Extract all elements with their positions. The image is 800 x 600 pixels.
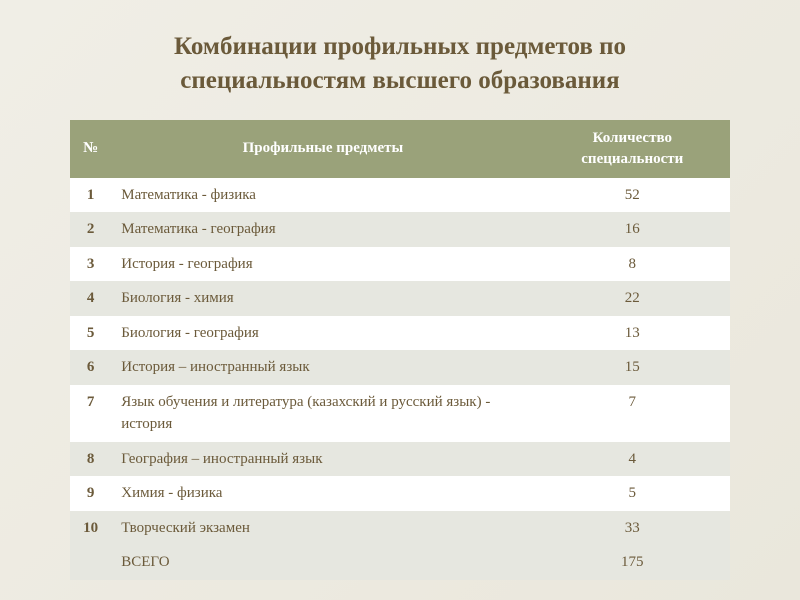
header-quantity: Количество специальности bbox=[535, 120, 730, 178]
cell-qty: 16 bbox=[535, 212, 730, 247]
cell-subject: Язык обучения и литература (казахский и … bbox=[111, 385, 534, 442]
table-header: № Профильные предметы Количество специал… bbox=[70, 120, 730, 178]
table-row: 4 Биология - химия 22 bbox=[70, 281, 730, 316]
cell-subject: История - география bbox=[111, 247, 534, 282]
table-row: 9 Химия - физика 5 bbox=[70, 476, 730, 511]
table-row: 1 Математика - физика 52 bbox=[70, 178, 730, 213]
cell-subject: Биология - география bbox=[111, 316, 534, 351]
cell-qty: 4 bbox=[535, 442, 730, 477]
cell-total-label: ВСЕГО bbox=[111, 545, 534, 580]
cell-num: 6 bbox=[70, 350, 111, 385]
cell-qty: 5 bbox=[535, 476, 730, 511]
cell-num: 2 bbox=[70, 212, 111, 247]
table-body: 1 Математика - физика 52 2 Математика - … bbox=[70, 178, 730, 580]
subjects-table: № Профильные предметы Количество специал… bbox=[70, 120, 730, 580]
header-num: № bbox=[70, 120, 111, 178]
cell-total-value: 175 bbox=[535, 545, 730, 580]
cell-qty: 52 bbox=[535, 178, 730, 213]
cell-num: 8 bbox=[70, 442, 111, 477]
cell-subject: История – иностранный язык bbox=[111, 350, 534, 385]
cell-qty: 22 bbox=[535, 281, 730, 316]
table-row: 10 Творческий экзамен 33 bbox=[70, 511, 730, 546]
cell-num-empty bbox=[70, 545, 111, 580]
cell-qty: 33 bbox=[535, 511, 730, 546]
cell-num: 3 bbox=[70, 247, 111, 282]
table-total-row: ВСЕГО 175 bbox=[70, 545, 730, 580]
table-row: 2 Математика - география 16 bbox=[70, 212, 730, 247]
cell-num: 7 bbox=[70, 385, 111, 442]
cell-subject: Математика - география bbox=[111, 212, 534, 247]
slide-title: Комбинации профильных предметов по специ… bbox=[70, 30, 730, 98]
cell-subject: Математика - физика bbox=[111, 178, 534, 213]
cell-subject: География – иностранный язык bbox=[111, 442, 534, 477]
cell-qty: 15 bbox=[535, 350, 730, 385]
cell-qty: 8 bbox=[535, 247, 730, 282]
table-row: 8 География – иностранный язык 4 bbox=[70, 442, 730, 477]
table-row: 5 Биология - география 13 bbox=[70, 316, 730, 351]
cell-subject: Биология - химия bbox=[111, 281, 534, 316]
cell-num: 5 bbox=[70, 316, 111, 351]
cell-num: 1 bbox=[70, 178, 111, 213]
cell-num: 9 bbox=[70, 476, 111, 511]
cell-num: 4 bbox=[70, 281, 111, 316]
cell-subject: Химия - физика bbox=[111, 476, 534, 511]
table-row: 7 Язык обучения и литература (казахский … bbox=[70, 385, 730, 442]
cell-subject: Творческий экзамен bbox=[111, 511, 534, 546]
cell-qty: 13 bbox=[535, 316, 730, 351]
table-row: 3 История - география 8 bbox=[70, 247, 730, 282]
cell-qty: 7 bbox=[535, 385, 730, 442]
table-row: 6 История – иностранный язык 15 bbox=[70, 350, 730, 385]
header-subject: Профильные предметы bbox=[111, 120, 534, 178]
cell-num: 10 bbox=[70, 511, 111, 546]
slide: Комбинации профильных предметов по специ… bbox=[0, 0, 800, 600]
